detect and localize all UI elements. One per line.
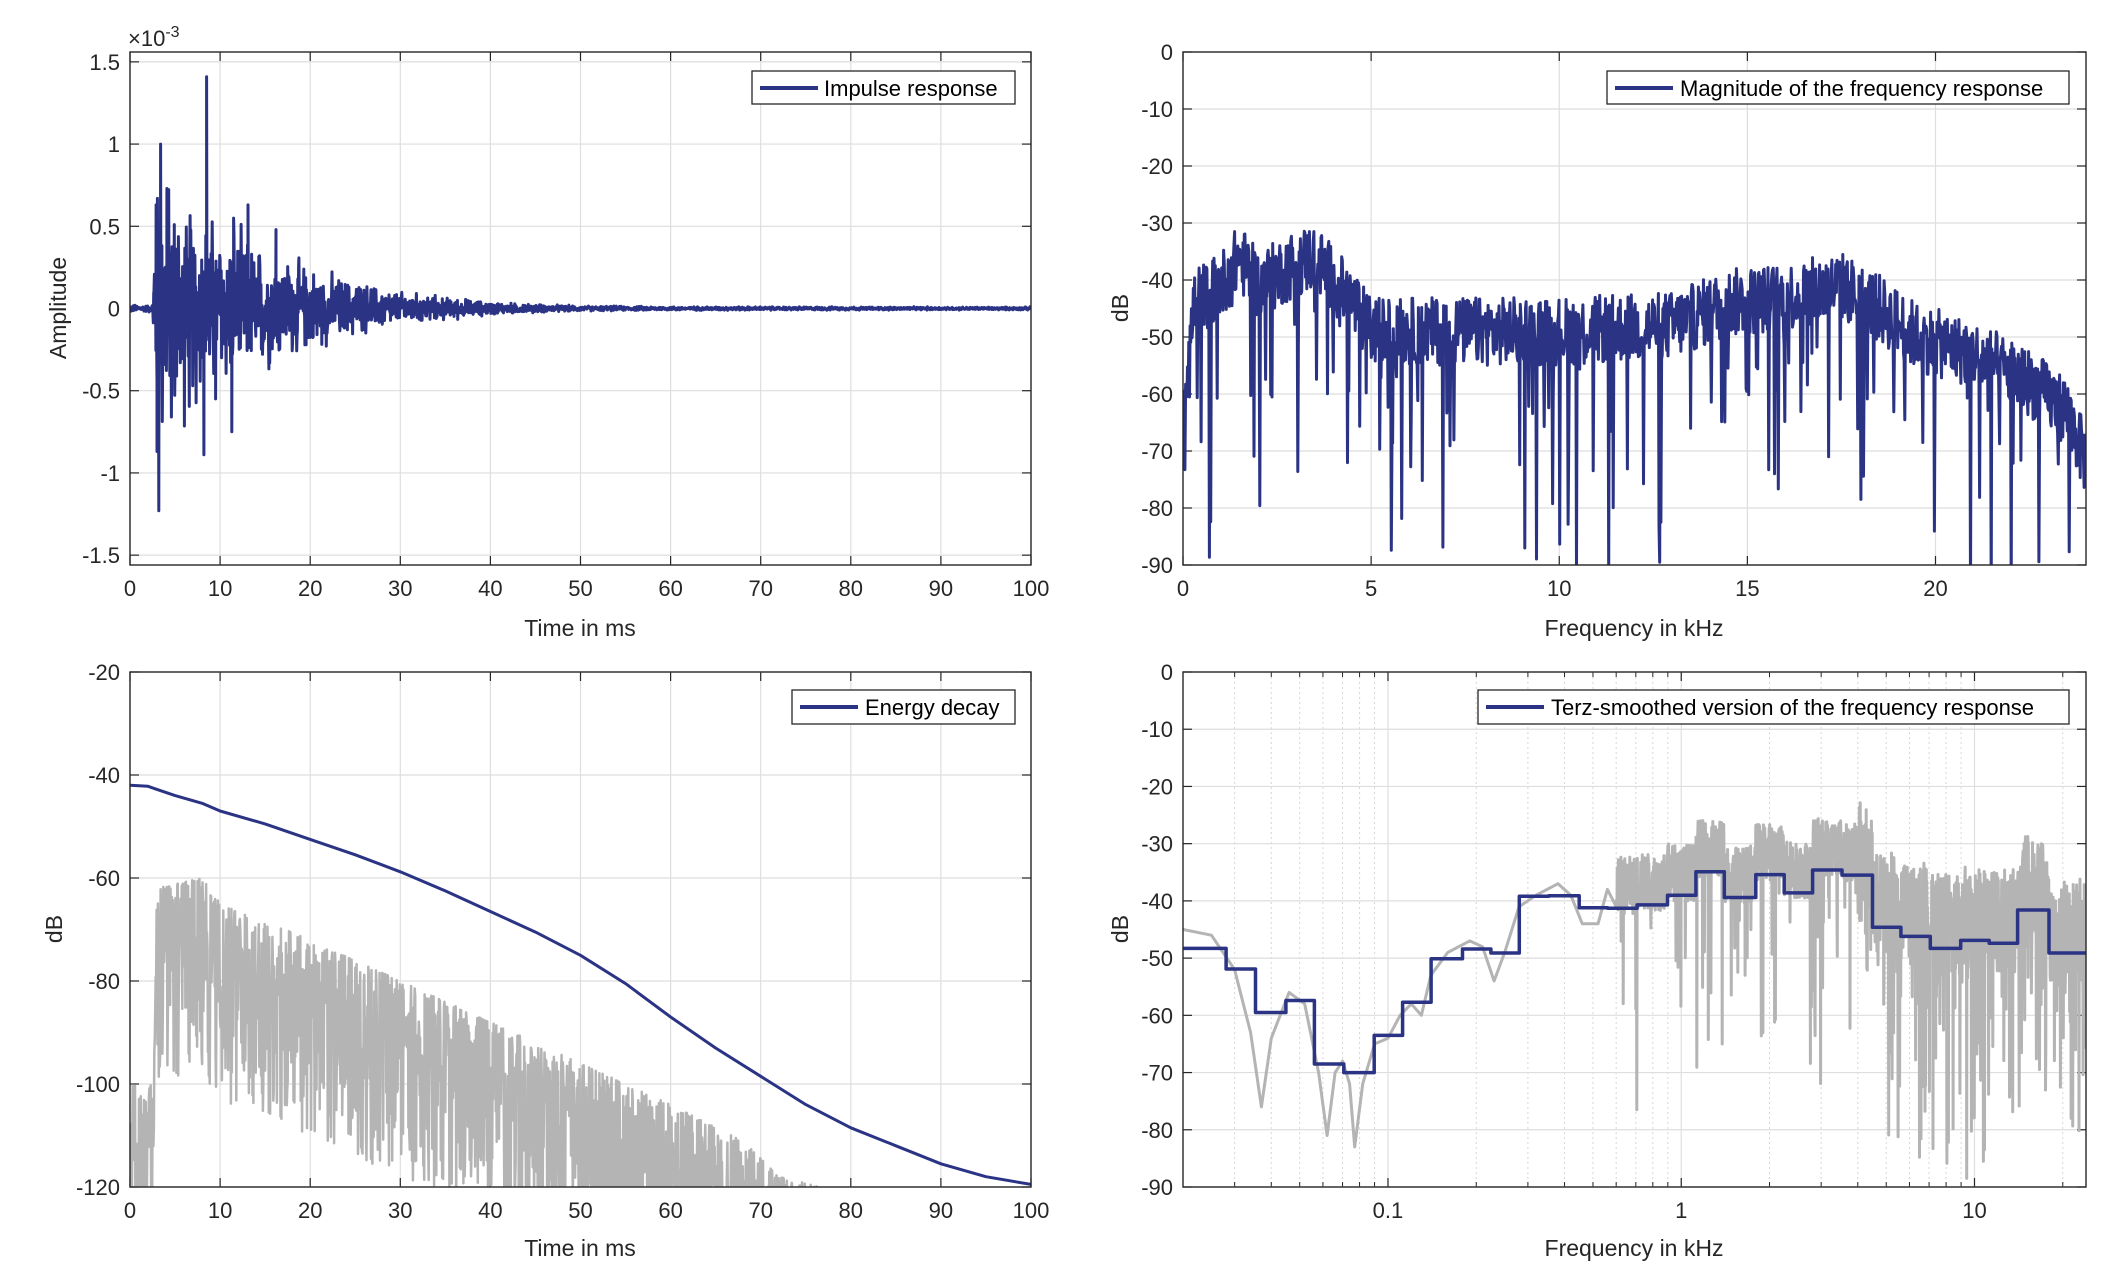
x-axis-label: Frequency in kHz <box>1545 1235 1724 1261</box>
y-tick-label: 0.5 <box>89 214 120 239</box>
frequency-response-gray-line <box>1183 801 2086 1180</box>
y-tick-label: -30 <box>1141 832 1173 857</box>
y-tick-label: -90 <box>1141 1175 1173 1200</box>
x-tick-label: 10 <box>1547 576 1571 601</box>
legend[interactable]: Impulse response <box>751 70 1016 105</box>
x-tick-label: 10 <box>208 576 232 601</box>
legend-box <box>1477 689 2070 725</box>
y-tick-label: -50 <box>1141 946 1173 971</box>
y-tick-label: -40 <box>1141 889 1173 914</box>
terz-smoothed-line <box>1183 868 2086 1075</box>
axes-frame <box>129 671 1032 1188</box>
y-tick-label: -80 <box>1141 496 1173 521</box>
y-tick-label: -60 <box>1141 382 1173 407</box>
y-axis-label: dB <box>1107 294 1133 322</box>
y-tick-label: -70 <box>1141 439 1173 464</box>
x-tick-label: 90 <box>929 1198 953 1223</box>
axes-frame <box>129 51 1032 566</box>
y-tick-label: 1 <box>108 132 120 157</box>
y-tick-label: -30 <box>1141 211 1173 236</box>
y-tick-label: -50 <box>1141 325 1173 350</box>
y-tick-label: -60 <box>1141 1003 1173 1028</box>
energy-decay-plot: Time in ms dB Energy decay 0 10 20 30 40 50 60… <box>41 660 1049 1261</box>
y-exponent-label: ×10-3 <box>128 24 180 51</box>
x-tick-label: 10 <box>1962 1198 1986 1223</box>
y-tick-label: 0 <box>1161 660 1173 685</box>
x-tick-label: 15 <box>1735 576 1759 601</box>
x-tick-label: 0 <box>124 1198 136 1223</box>
magnitude-response-line <box>1183 229 2086 565</box>
x-tick-label: 70 <box>748 1198 772 1223</box>
x-tick-label: 60 <box>658 576 682 601</box>
frequency-magnitude-plot: Frequency in kHz dB Magnitude of the fre… <box>1107 40 2087 641</box>
axes-frame <box>1182 671 2087 1188</box>
x-tick-label: 40 <box>478 1198 502 1223</box>
y-tick-label: -80 <box>88 969 120 994</box>
impulse-response-plot: ×10-3 Time in ms Amplitude Impulse respo… <box>45 24 1049 641</box>
x-axis-label: Time in ms <box>524 1235 636 1261</box>
x-tick-label: 60 <box>658 1198 682 1223</box>
y-tick-label: -10 <box>1141 717 1173 742</box>
x-tick-label: 0 <box>1177 576 1189 601</box>
x-tick-label: 50 <box>568 1198 592 1223</box>
x-tick-label: 40 <box>478 576 502 601</box>
x-tick-label: 100 <box>1013 1198 1050 1223</box>
x-tick-label: 70 <box>748 576 772 601</box>
x-tick-label: 0.1 <box>1373 1198 1404 1223</box>
x-axis-label: Frequency in kHz <box>1545 615 1724 641</box>
y-axis-label: dB <box>1107 915 1133 943</box>
y-tick-label: -1.5 <box>82 543 120 568</box>
legend-label: Magnitude of the frequency response <box>1680 76 2043 101</box>
x-tick-label: 20 <box>1923 576 1947 601</box>
y-tick-label: -70 <box>1141 1061 1173 1086</box>
energy-decay-line <box>130 783 1031 1186</box>
y-tick-label: -10 <box>1141 97 1173 122</box>
y-tick-label: 0 <box>108 297 120 322</box>
x-axis-label: Time in ms <box>524 615 636 641</box>
axes-frame <box>1182 51 2087 566</box>
x-tick-label: 80 <box>839 1198 863 1223</box>
x-tick-label: 30 <box>388 576 412 601</box>
y-tick-label: -60 <box>88 866 120 891</box>
x-tick-label: 90 <box>929 576 953 601</box>
legend[interactable]: Terz-smoothed version of the frequency r… <box>1477 689 2070 725</box>
x-tick-label: 20 <box>298 1198 322 1223</box>
legend[interactable]: Magnitude of the frequency response <box>1606 70 2070 105</box>
y-tick-label: 0 <box>1161 40 1173 65</box>
y-tick-label: -120 <box>76 1175 120 1200</box>
legend[interactable]: Energy decay <box>791 689 1016 725</box>
y-tick-label: -80 <box>1141 1118 1173 1143</box>
legend-box <box>1606 70 2070 105</box>
x-tick-label: 50 <box>568 576 592 601</box>
x-tick-label: 0 <box>124 576 136 601</box>
legend-label: Terz-smoothed version of the frequency r… <box>1551 695 2034 720</box>
y-tick-label: -0.5 <box>82 379 120 404</box>
legend-label: Energy decay <box>865 695 1000 720</box>
x-tick-label: 5 <box>1365 576 1377 601</box>
x-tick-label: 80 <box>839 576 863 601</box>
terz-smoothed-plot: Frequency in kHz dB Terz-smoothed versio… <box>1107 660 2087 1261</box>
y-axis-label: Amplitude <box>45 257 71 359</box>
y-tick-label: -40 <box>1141 268 1173 293</box>
x-tick-label: 100 <box>1013 576 1050 601</box>
x-tick-label: 30 <box>388 1198 412 1223</box>
y-tick-label: 1.5 <box>89 50 120 75</box>
y-tick-label: -1 <box>100 461 120 486</box>
x-tick-label: 10 <box>208 1198 232 1223</box>
y-tick-label: -20 <box>1141 154 1173 179</box>
y-tick-label: -90 <box>1141 553 1173 578</box>
y-tick-label: -40 <box>88 763 120 788</box>
impulse-response-line <box>130 75 1031 513</box>
y-tick-label: -20 <box>1141 774 1173 799</box>
instantaneous-energy-line <box>130 877 818 1187</box>
y-tick-label: -100 <box>76 1072 120 1097</box>
y-tick-label: -20 <box>88 660 120 685</box>
legend-box <box>791 689 1016 725</box>
x-tick-label: 1 <box>1675 1198 1687 1223</box>
y-axis-label: dB <box>41 915 67 943</box>
legend-label: Impulse response <box>824 76 998 101</box>
x-tick-label: 20 <box>298 576 322 601</box>
